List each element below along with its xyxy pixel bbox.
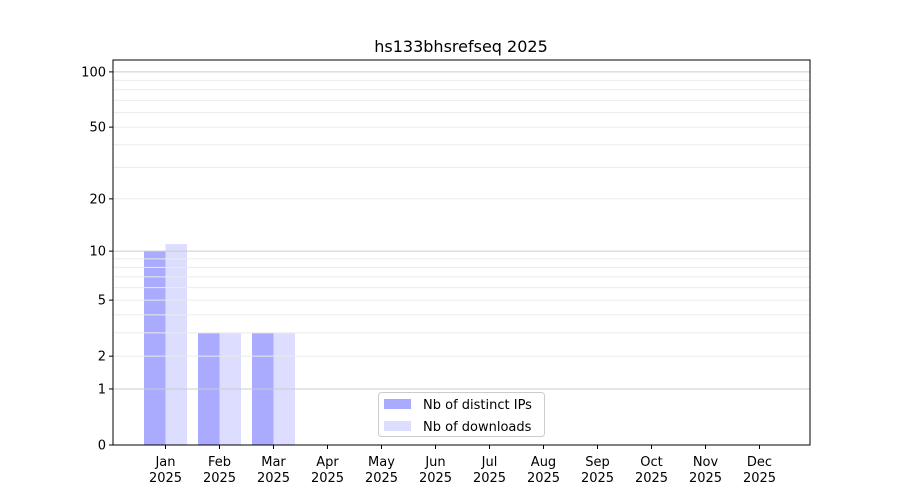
y-tick-label: 20 [89, 192, 106, 207]
y-tick-label: 2 [98, 350, 106, 365]
bar-ips-0 [144, 251, 166, 445]
legend-label: Nb of downloads [423, 420, 532, 435]
x-tick-label: 2025 [581, 471, 614, 486]
y-tick-label: 0 [98, 439, 106, 454]
x-tick-label: 2025 [365, 471, 398, 486]
legend-swatch [384, 421, 411, 431]
x-tick-label: Dec [747, 455, 772, 470]
x-tick-label: 2025 [257, 471, 290, 486]
grid [113, 71, 810, 390]
bar-downloads-0 [165, 244, 187, 445]
x-tick-label: 2025 [203, 471, 236, 486]
x-tick-label: Nov [693, 455, 719, 470]
bars [144, 244, 295, 445]
x-tick-label: Jul [481, 455, 498, 470]
plot-frame [112, 59, 811, 446]
x-tick-label: 2025 [689, 471, 722, 486]
x-tick-label: Jan [154, 455, 175, 470]
legend: Nb of distinct IPs Nb of downloads [378, 392, 545, 437]
x-tick-label: Jun [424, 455, 445, 470]
x-axis: Jan2025Feb2025Mar2025Apr2025May2025Jun20… [149, 445, 776, 486]
x-tick-label: 2025 [635, 471, 668, 486]
x-tick-label: Sep [585, 455, 610, 470]
x-tick-label: 2025 [527, 471, 560, 486]
x-tick-label: 2025 [311, 471, 344, 486]
legend-swatch [384, 399, 411, 409]
x-tick-label: 2025 [419, 471, 452, 486]
x-tick-label: Mar [261, 455, 286, 470]
y-tick-label: 100 [81, 65, 106, 80]
y-tick-label: 10 [89, 245, 106, 260]
chart-title: hs133bhsrefseq 2025 [374, 37, 548, 56]
x-tick-label: Feb [208, 455, 231, 470]
x-tick-label: May [368, 455, 395, 470]
legend-label: Nb of distinct IPs [423, 398, 532, 413]
x-tick-label: Apr [316, 455, 339, 470]
x-tick-label: Aug [531, 455, 556, 470]
y-tick-label: 5 [98, 294, 106, 309]
x-tick-label: 2025 [149, 471, 182, 486]
legend-box [378, 392, 545, 437]
y-axis: 0 1 2 5 10 20 50 100 [81, 65, 113, 454]
x-tick-label: 2025 [743, 471, 776, 486]
x-tick-label: Oct [640, 455, 662, 470]
y-tick-label: 50 [89, 121, 106, 136]
x-tick-label: 2025 [473, 471, 506, 486]
y-tick-label: 1 [98, 382, 106, 397]
